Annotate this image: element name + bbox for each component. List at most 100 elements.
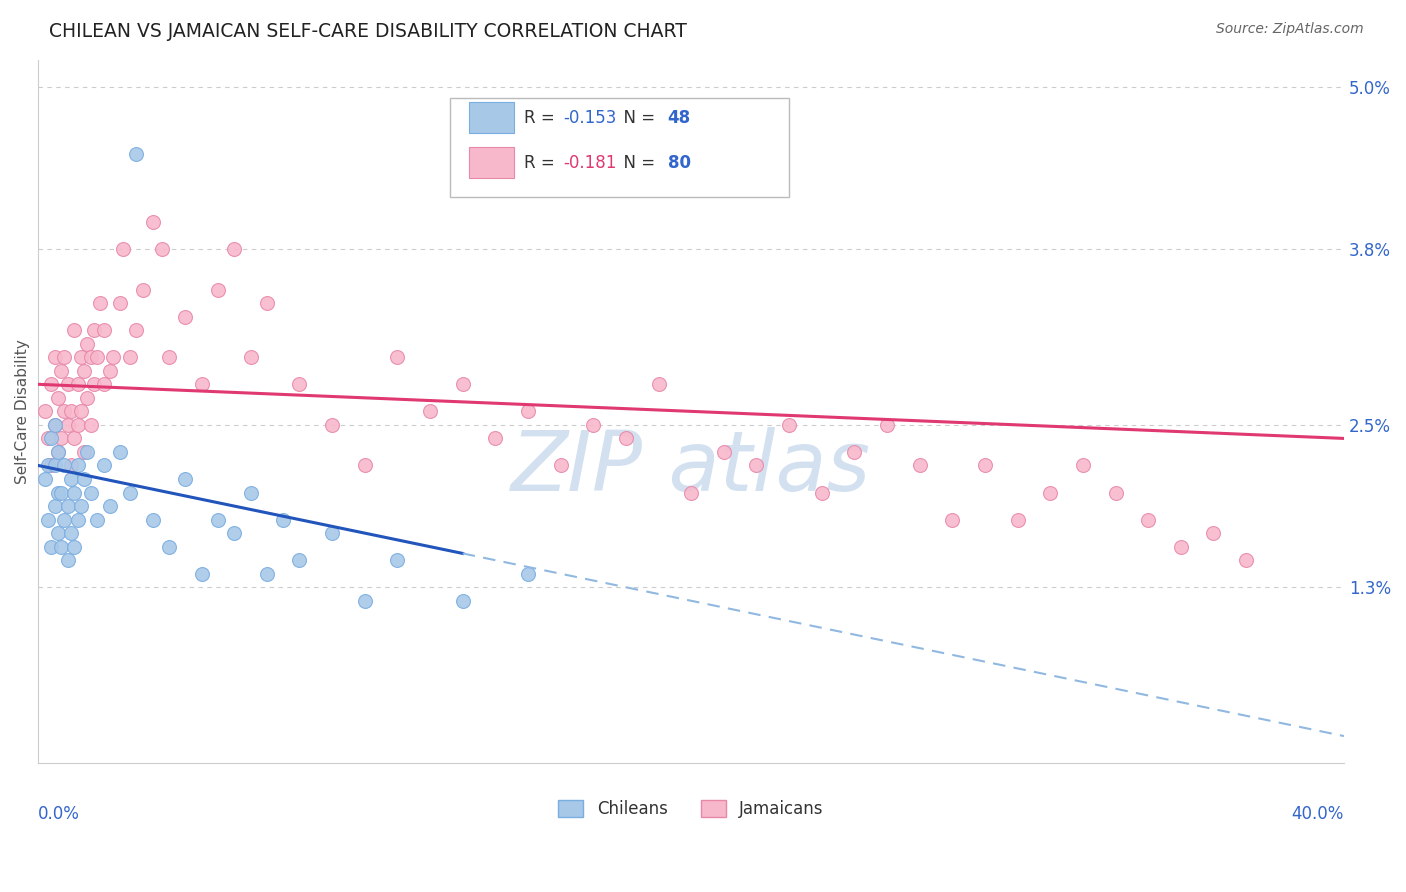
Text: CHILEAN VS JAMAICAN SELF-CARE DISABILITY CORRELATION CHART: CHILEAN VS JAMAICAN SELF-CARE DISABILITY… <box>49 22 688 41</box>
Point <box>1104 485 1126 500</box>
Point <box>37 432 59 446</box>
Point <box>1137 513 1160 527</box>
Point <box>288 377 311 392</box>
Point <box>941 513 963 527</box>
Point <box>745 458 768 473</box>
Point <box>132 283 155 297</box>
Point <box>778 417 800 432</box>
Point <box>844 445 866 459</box>
Point <box>256 296 278 310</box>
Point <box>118 351 141 365</box>
Point <box>582 417 605 432</box>
Point <box>550 458 572 473</box>
Point <box>37 458 59 473</box>
Point <box>517 566 540 581</box>
Point <box>59 472 82 486</box>
Point <box>174 310 197 324</box>
Point <box>69 404 91 418</box>
Point <box>1007 513 1029 527</box>
Point <box>56 377 79 392</box>
Point <box>56 553 79 567</box>
Point <box>908 458 931 473</box>
Point <box>53 351 76 365</box>
Point <box>66 417 89 432</box>
Point <box>46 485 69 500</box>
Point <box>83 323 105 337</box>
Point <box>118 485 141 500</box>
Point <box>56 417 79 432</box>
Point <box>79 417 101 432</box>
Point <box>79 351 101 365</box>
Text: 40.0%: 40.0% <box>1292 805 1344 823</box>
Point <box>53 404 76 418</box>
Text: Source: ZipAtlas.com: Source: ZipAtlas.com <box>1216 22 1364 37</box>
Point <box>484 432 506 446</box>
Point <box>44 417 66 432</box>
Point <box>59 404 82 418</box>
Point <box>451 594 474 608</box>
Point <box>41 377 63 392</box>
Point <box>66 377 89 392</box>
Point <box>83 377 105 392</box>
Point <box>66 458 89 473</box>
Point <box>451 377 474 392</box>
Y-axis label: Self-Care Disability: Self-Care Disability <box>15 339 30 483</box>
Point <box>1170 540 1192 554</box>
Point <box>34 472 56 486</box>
Point <box>93 458 115 473</box>
Point <box>46 526 69 541</box>
Point <box>1071 458 1094 473</box>
Point <box>647 377 669 392</box>
Text: N =: N = <box>613 153 661 172</box>
Point <box>69 351 91 365</box>
Point <box>387 553 409 567</box>
Point <box>53 513 76 527</box>
Point <box>44 351 66 365</box>
Point <box>125 147 148 161</box>
Point <box>37 513 59 527</box>
Point <box>157 540 180 554</box>
Point <box>1039 485 1062 500</box>
Point <box>614 432 637 446</box>
Point <box>76 336 98 351</box>
Point <box>59 458 82 473</box>
Point <box>256 566 278 581</box>
Point <box>239 485 262 500</box>
Point <box>142 215 165 229</box>
Point <box>876 417 898 432</box>
Point <box>44 499 66 513</box>
Text: R =: R = <box>524 153 560 172</box>
Text: -0.153: -0.153 <box>564 109 617 127</box>
Point <box>73 472 96 486</box>
Text: N =: N = <box>613 109 661 127</box>
Point <box>321 526 343 541</box>
Point <box>98 364 121 378</box>
Point <box>86 351 108 365</box>
Point <box>46 445 69 459</box>
Point <box>108 296 131 310</box>
Point <box>190 566 212 581</box>
Point <box>174 472 197 486</box>
Point <box>41 432 63 446</box>
Point <box>112 242 135 256</box>
FancyBboxPatch shape <box>450 98 789 197</box>
Point <box>1234 553 1257 567</box>
Point <box>93 323 115 337</box>
Point <box>207 513 229 527</box>
Point <box>1202 526 1225 541</box>
Text: -0.181: -0.181 <box>564 153 617 172</box>
Point <box>142 513 165 527</box>
Point <box>108 445 131 459</box>
Point <box>353 594 375 608</box>
FancyBboxPatch shape <box>470 103 513 134</box>
Point <box>73 364 96 378</box>
Point <box>59 526 82 541</box>
Text: 0.0%: 0.0% <box>38 805 80 823</box>
Point <box>974 458 997 473</box>
Point <box>41 540 63 554</box>
Text: ZIP atlas: ZIP atlas <box>512 427 872 508</box>
Point <box>86 513 108 527</box>
Point <box>63 485 86 500</box>
Point <box>46 445 69 459</box>
Point <box>353 458 375 473</box>
